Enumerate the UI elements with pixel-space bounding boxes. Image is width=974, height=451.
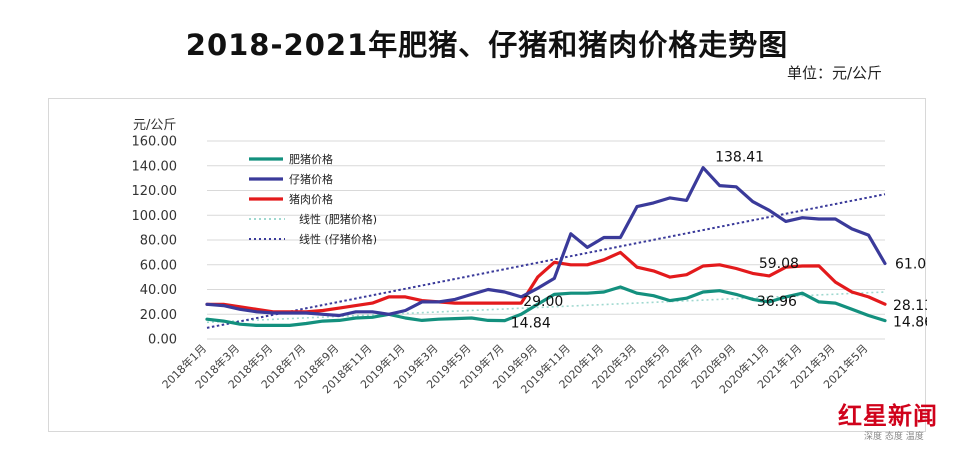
trendline-fat-pig: [206, 291, 886, 324]
y-tick-label: 140.00: [132, 159, 178, 174]
y-tick-label: 0.00: [148, 333, 177, 348]
data-label: 61.05: [895, 256, 927, 272]
legend-label: 仔猪价格: [289, 172, 333, 186]
chart-title: 2018-2021年肥猪、仔猪和猪肉价格走势图: [185, 28, 789, 62]
series-line-fat-pig: [205, 285, 887, 327]
watermark: 红星新闻 深度 态度 温度: [838, 396, 968, 446]
legend-label: 猪肉价格: [289, 192, 333, 206]
trendline-piglet: [206, 193, 886, 329]
unit-note: 单位：元/公斤: [786, 64, 882, 82]
y-tick-label: 120.00: [132, 184, 178, 199]
y-tick-label: 80.00: [140, 234, 177, 249]
data-label: 59.08: [759, 256, 799, 272]
line-chart: 0.00 20.00 40.00 60.00 80.00 100.00 120.00 140.…: [132, 118, 928, 396]
data-label: 138.41: [715, 150, 764, 166]
y-tick-label: 100.00: [132, 209, 178, 224]
legend-label: 肥猪价格: [289, 152, 333, 166]
watermark-slogan: 深度 态度 温度: [864, 432, 924, 442]
data-label: 29.00: [523, 294, 563, 310]
series-line-piglet: [205, 166, 887, 318]
y-tick-label: 160.00: [132, 135, 178, 150]
legend-label: 线性 (仔猪价格): [299, 232, 377, 246]
data-label: 28.13: [893, 298, 927, 314]
chart-area: 0.00 20.00 40.00 60.00 80.00 100.00 120.00 140.…: [48, 98, 928, 432]
y-tick-label: 20.00: [140, 308, 177, 323]
data-label: 36.96: [757, 294, 797, 310]
legend-label: 线性 (肥猪价格): [299, 212, 377, 226]
data-label: 14.84: [511, 316, 551, 332]
series-line-pork: [205, 250, 887, 314]
watermark-logo: 红星新闻: [838, 401, 938, 430]
y-tick-label: 60.00: [140, 258, 177, 273]
data-label: 14.86: [893, 315, 927, 331]
y-tick-label: 40.00: [140, 283, 177, 298]
y-axis-label: 元/公斤: [133, 118, 176, 133]
